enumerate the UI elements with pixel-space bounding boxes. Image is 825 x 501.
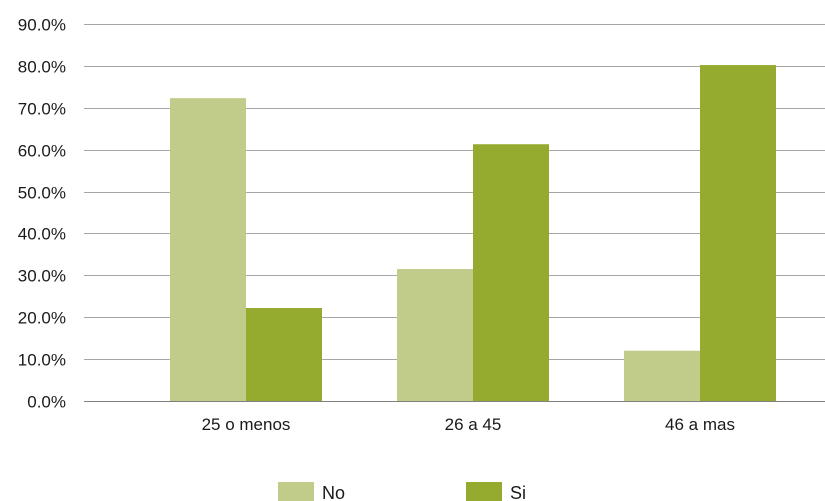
legend: No Si: [278, 482, 526, 501]
legend-swatch-si: [466, 482, 502, 501]
y-tick-label: 30.0%: [18, 267, 66, 286]
bar-no-2: [624, 350, 700, 401]
y-tick-label: 70.0%: [18, 100, 66, 119]
y-tick-label: 0.0%: [27, 393, 66, 412]
y-tick-label: 50.0%: [18, 184, 66, 203]
legend-label-no: No: [322, 483, 345, 501]
bar-no-0: [170, 98, 246, 401]
y-tick-label: 20.0%: [18, 309, 66, 328]
bar-si-2: [700, 65, 776, 401]
x-category-label: 26 a 45: [445, 415, 502, 434]
bar-si-0: [246, 308, 322, 401]
y-axis-ticks: 0.0% 10.0% 20.0% 30.0% 40.0% 50.0% 60.0% 70.0% 8…: [18, 16, 66, 412]
legend-swatch-no: [278, 482, 314, 501]
y-tick-label: 10.0%: [18, 351, 66, 370]
legend-label-si: Si: [510, 483, 526, 501]
y-tick-label: 80.0%: [18, 58, 66, 77]
bars: [170, 65, 776, 401]
x-category-label: 25 o menos: [202, 415, 291, 434]
y-tick-label: 60.0%: [18, 142, 66, 161]
y-tick-label: 90.0%: [18, 16, 66, 35]
x-category-label: 46 a mas: [665, 415, 735, 434]
bar-no-1: [397, 269, 473, 401]
y-tick-label: 40.0%: [18, 225, 66, 244]
bar-si-1: [473, 144, 549, 401]
x-axis-categories: 25 o menos 26 a 45 46 a mas: [202, 415, 735, 434]
